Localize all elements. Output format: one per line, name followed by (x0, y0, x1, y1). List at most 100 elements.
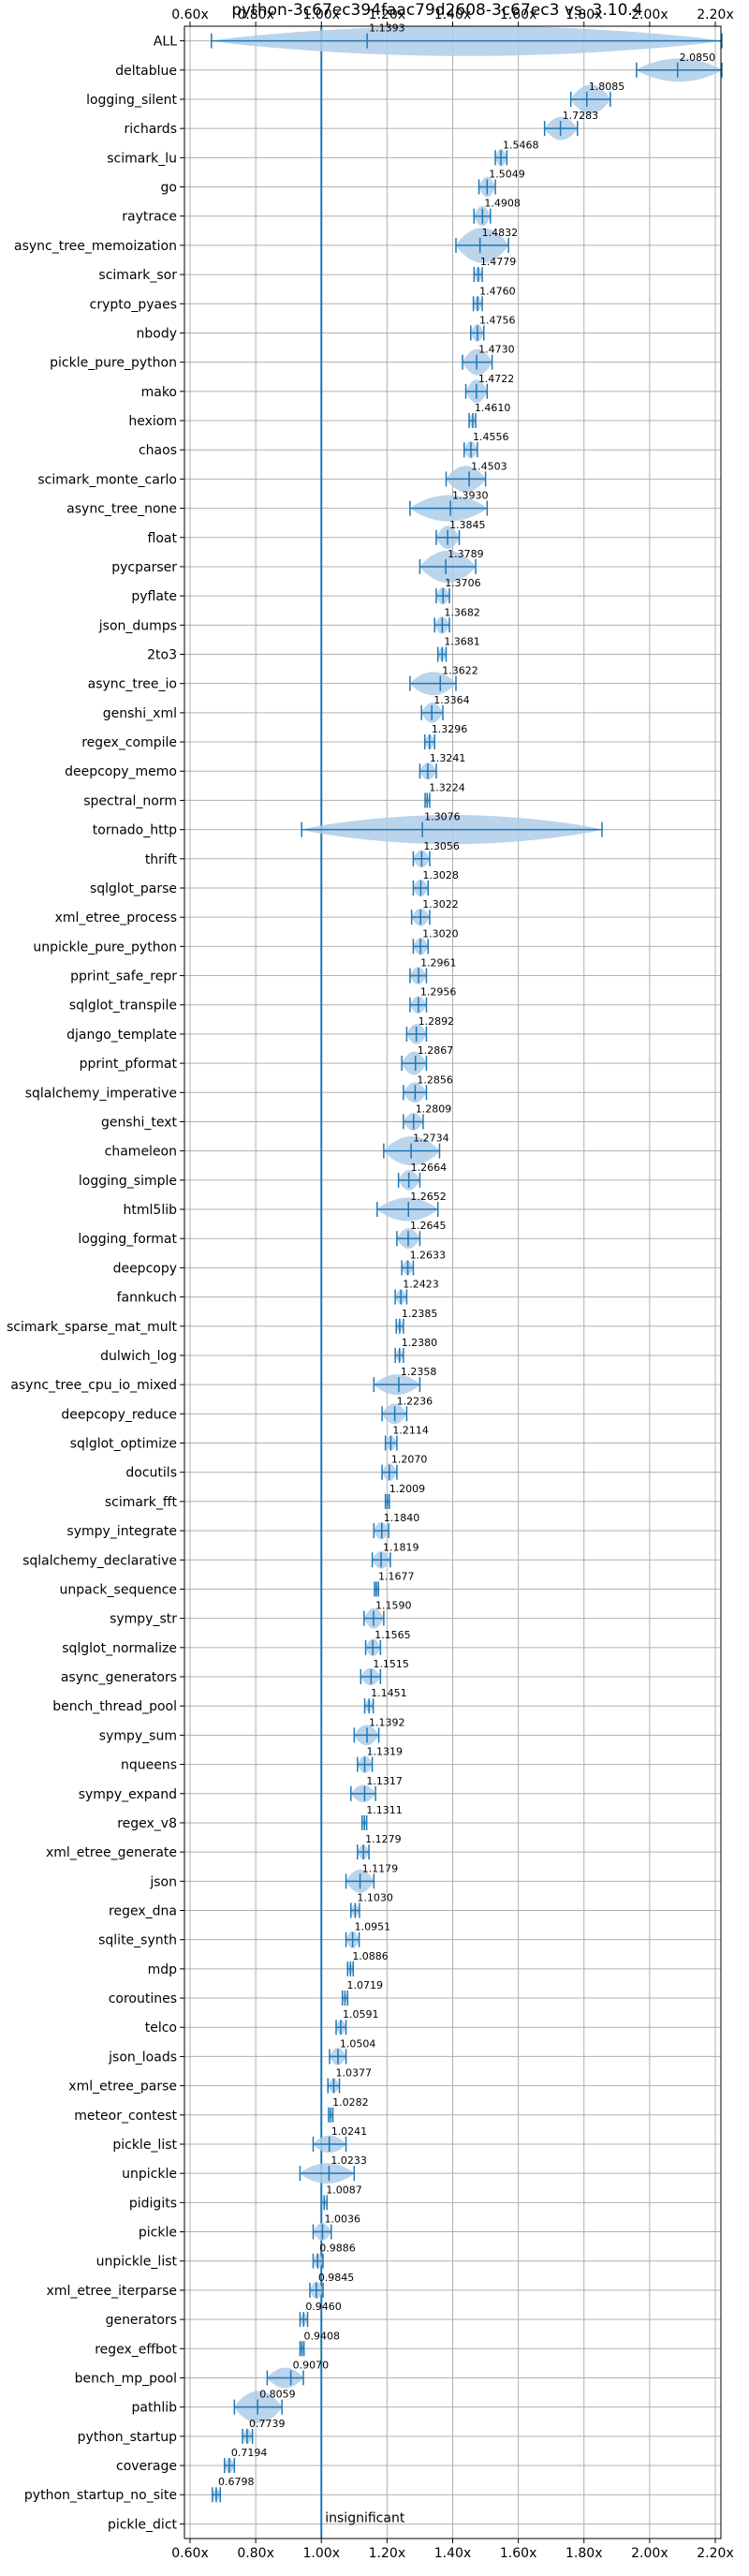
category-label: unpickle (122, 2167, 177, 2182)
category-label: unpack_sequence (60, 1582, 177, 1597)
category-label: regex_effbot (95, 2342, 177, 2357)
data-label: 1.2070 (391, 1454, 428, 1466)
data-label: 1.2892 (419, 1015, 455, 1028)
category-label: genshi_xml (103, 706, 177, 721)
category-label: sqlalchemy_declarative (22, 1553, 177, 1568)
category-label: deepcopy (113, 1261, 177, 1276)
data-label: 1.3930 (452, 490, 489, 502)
x-tick-label-top: 1.80x (565, 7, 602, 22)
category-label: raytrace (122, 210, 177, 225)
data-label: 1.3682 (444, 606, 479, 618)
category-label: dulwich_log (100, 1349, 177, 1364)
data-label: 1.1279 (365, 1833, 402, 1845)
category-label: sqlglot_transpile (69, 999, 177, 1014)
category-label: deepcopy_reduce (61, 1407, 177, 1422)
data-label: 1.0886 (352, 1950, 389, 1962)
category-label: go (161, 181, 177, 196)
data-label: 0.9408 (303, 2330, 340, 2342)
category-label: telco (145, 2021, 177, 2036)
x-tick-label-top: 0.80x (237, 7, 273, 22)
data-label: 2.0850 (680, 52, 716, 64)
category-label: scimark_sor (98, 268, 177, 283)
category-label: regex_v8 (117, 1816, 177, 1831)
data-label: 0.9460 (305, 2301, 342, 2313)
data-label: 1.1179 (362, 1862, 399, 1874)
category-label: pickle_dict (108, 2517, 178, 2532)
data-label: 1.4610 (475, 402, 511, 414)
data-label: 1.3022 (422, 898, 459, 910)
category-label: xml_etree_process (55, 910, 177, 925)
data-label: 1.4730 (478, 344, 514, 356)
category-label: fannkuch (117, 1291, 177, 1306)
category-label: nqueens (121, 1758, 177, 1773)
whisker-layer (211, 33, 723, 2503)
data-label: 1.4832 (482, 227, 519, 239)
x-tick-label-top: 1.00x (303, 7, 340, 22)
data-label: 1.3364 (433, 694, 470, 706)
category-label: pidigits (129, 2196, 177, 2211)
category-label: scimark_sparse_mat_mult (7, 1320, 177, 1335)
category-label: pickle_pure_python (50, 356, 177, 371)
data-label: 1.2236 (397, 1395, 433, 1407)
category-label: ALL (154, 35, 177, 50)
data-label: 1.1311 (366, 1804, 403, 1816)
category-label: mdp (148, 1962, 178, 1977)
x-tick-label-bottom: 0.80x (237, 2546, 273, 2561)
data-label: 1.3076 (424, 811, 461, 823)
category-label: async_tree_cpu_io_mixed (10, 1378, 177, 1393)
category-label: coverage (116, 2459, 177, 2474)
category-label: docutils (125, 1466, 177, 1481)
category-label: tornado_http (93, 823, 177, 838)
data-label: 1.2867 (418, 1044, 454, 1057)
data-label: 1.1590 (375, 1600, 412, 1612)
category-label: genshi_text (101, 1115, 178, 1130)
data-label: 1.1515 (373, 1658, 409, 1670)
data-label: 1.2809 (416, 1103, 452, 1115)
data-label: 1.0087 (326, 2184, 362, 2196)
data-label: 0.7194 (231, 2447, 268, 2459)
category-label: logging_silent (86, 93, 177, 108)
data-label: 1.1030 (357, 1892, 393, 1904)
category-label: float (148, 531, 178, 546)
x-tick-label-bottom: 1.60x (500, 2546, 536, 2561)
data-label: 1.3028 (422, 869, 459, 881)
category-label: nbody (137, 326, 178, 341)
data-label: 0.7739 (249, 2418, 286, 2430)
data-label: 1.5468 (503, 139, 539, 151)
data-label-layer: 1.1393 2.0850 1.8085 1.7283 1.5468 1.5049 1.49… (218, 22, 715, 2489)
grid-layer (184, 26, 721, 2539)
data-label: 1.3681 (444, 636, 480, 648)
data-label: 1.1393 (369, 22, 405, 35)
data-label: 1.0951 (355, 1921, 391, 1933)
data-label: 1.0241 (331, 2125, 368, 2138)
category-label: xml_etree_generate (46, 1845, 177, 1860)
data-label: 1.2961 (420, 957, 457, 970)
data-label: 1.3296 (432, 723, 468, 735)
data-label: 1.3789 (448, 548, 484, 560)
data-label: 1.3056 (423, 840, 460, 852)
category-label: scimark_fft (105, 1495, 178, 1510)
x-tick-label-top: 2.20x (697, 7, 733, 22)
category-label: crypto_pyaes (90, 297, 177, 312)
data-label: 1.0377 (335, 2067, 372, 2080)
category-label: pycparser (111, 560, 177, 575)
data-label: 1.2956 (420, 986, 457, 999)
data-label: 1.3622 (442, 665, 478, 677)
data-label: 1.0591 (343, 2008, 379, 2021)
data-label: 1.2856 (417, 1073, 453, 1086)
data-label: 1.0282 (332, 2096, 369, 2109)
category-label: sympy_str (110, 1612, 177, 1627)
x-tick-label-bottom: 1.20x (369, 2546, 405, 2561)
data-label: 1.1840 (384, 1512, 420, 1524)
data-label: 1.2633 (410, 1249, 447, 1261)
category-label: chaos (139, 443, 177, 458)
data-label: 0.9845 (318, 2272, 355, 2284)
data-label: 1.2380 (402, 1337, 438, 1349)
x-tick-label-top: 1.20x (369, 7, 405, 22)
data-label: 1.4556 (473, 431, 509, 443)
category-label: logging_format (78, 1232, 177, 1247)
data-label: 1.2114 (392, 1425, 429, 1437)
axis-layer: 0.60x 0.60x 0.80x 0.80x 1.00x 1.00x 1.20x 1.20x… (7, 7, 734, 2561)
category-label: json_loads (108, 2050, 177, 2065)
category-label: async_tree_io (88, 677, 177, 692)
